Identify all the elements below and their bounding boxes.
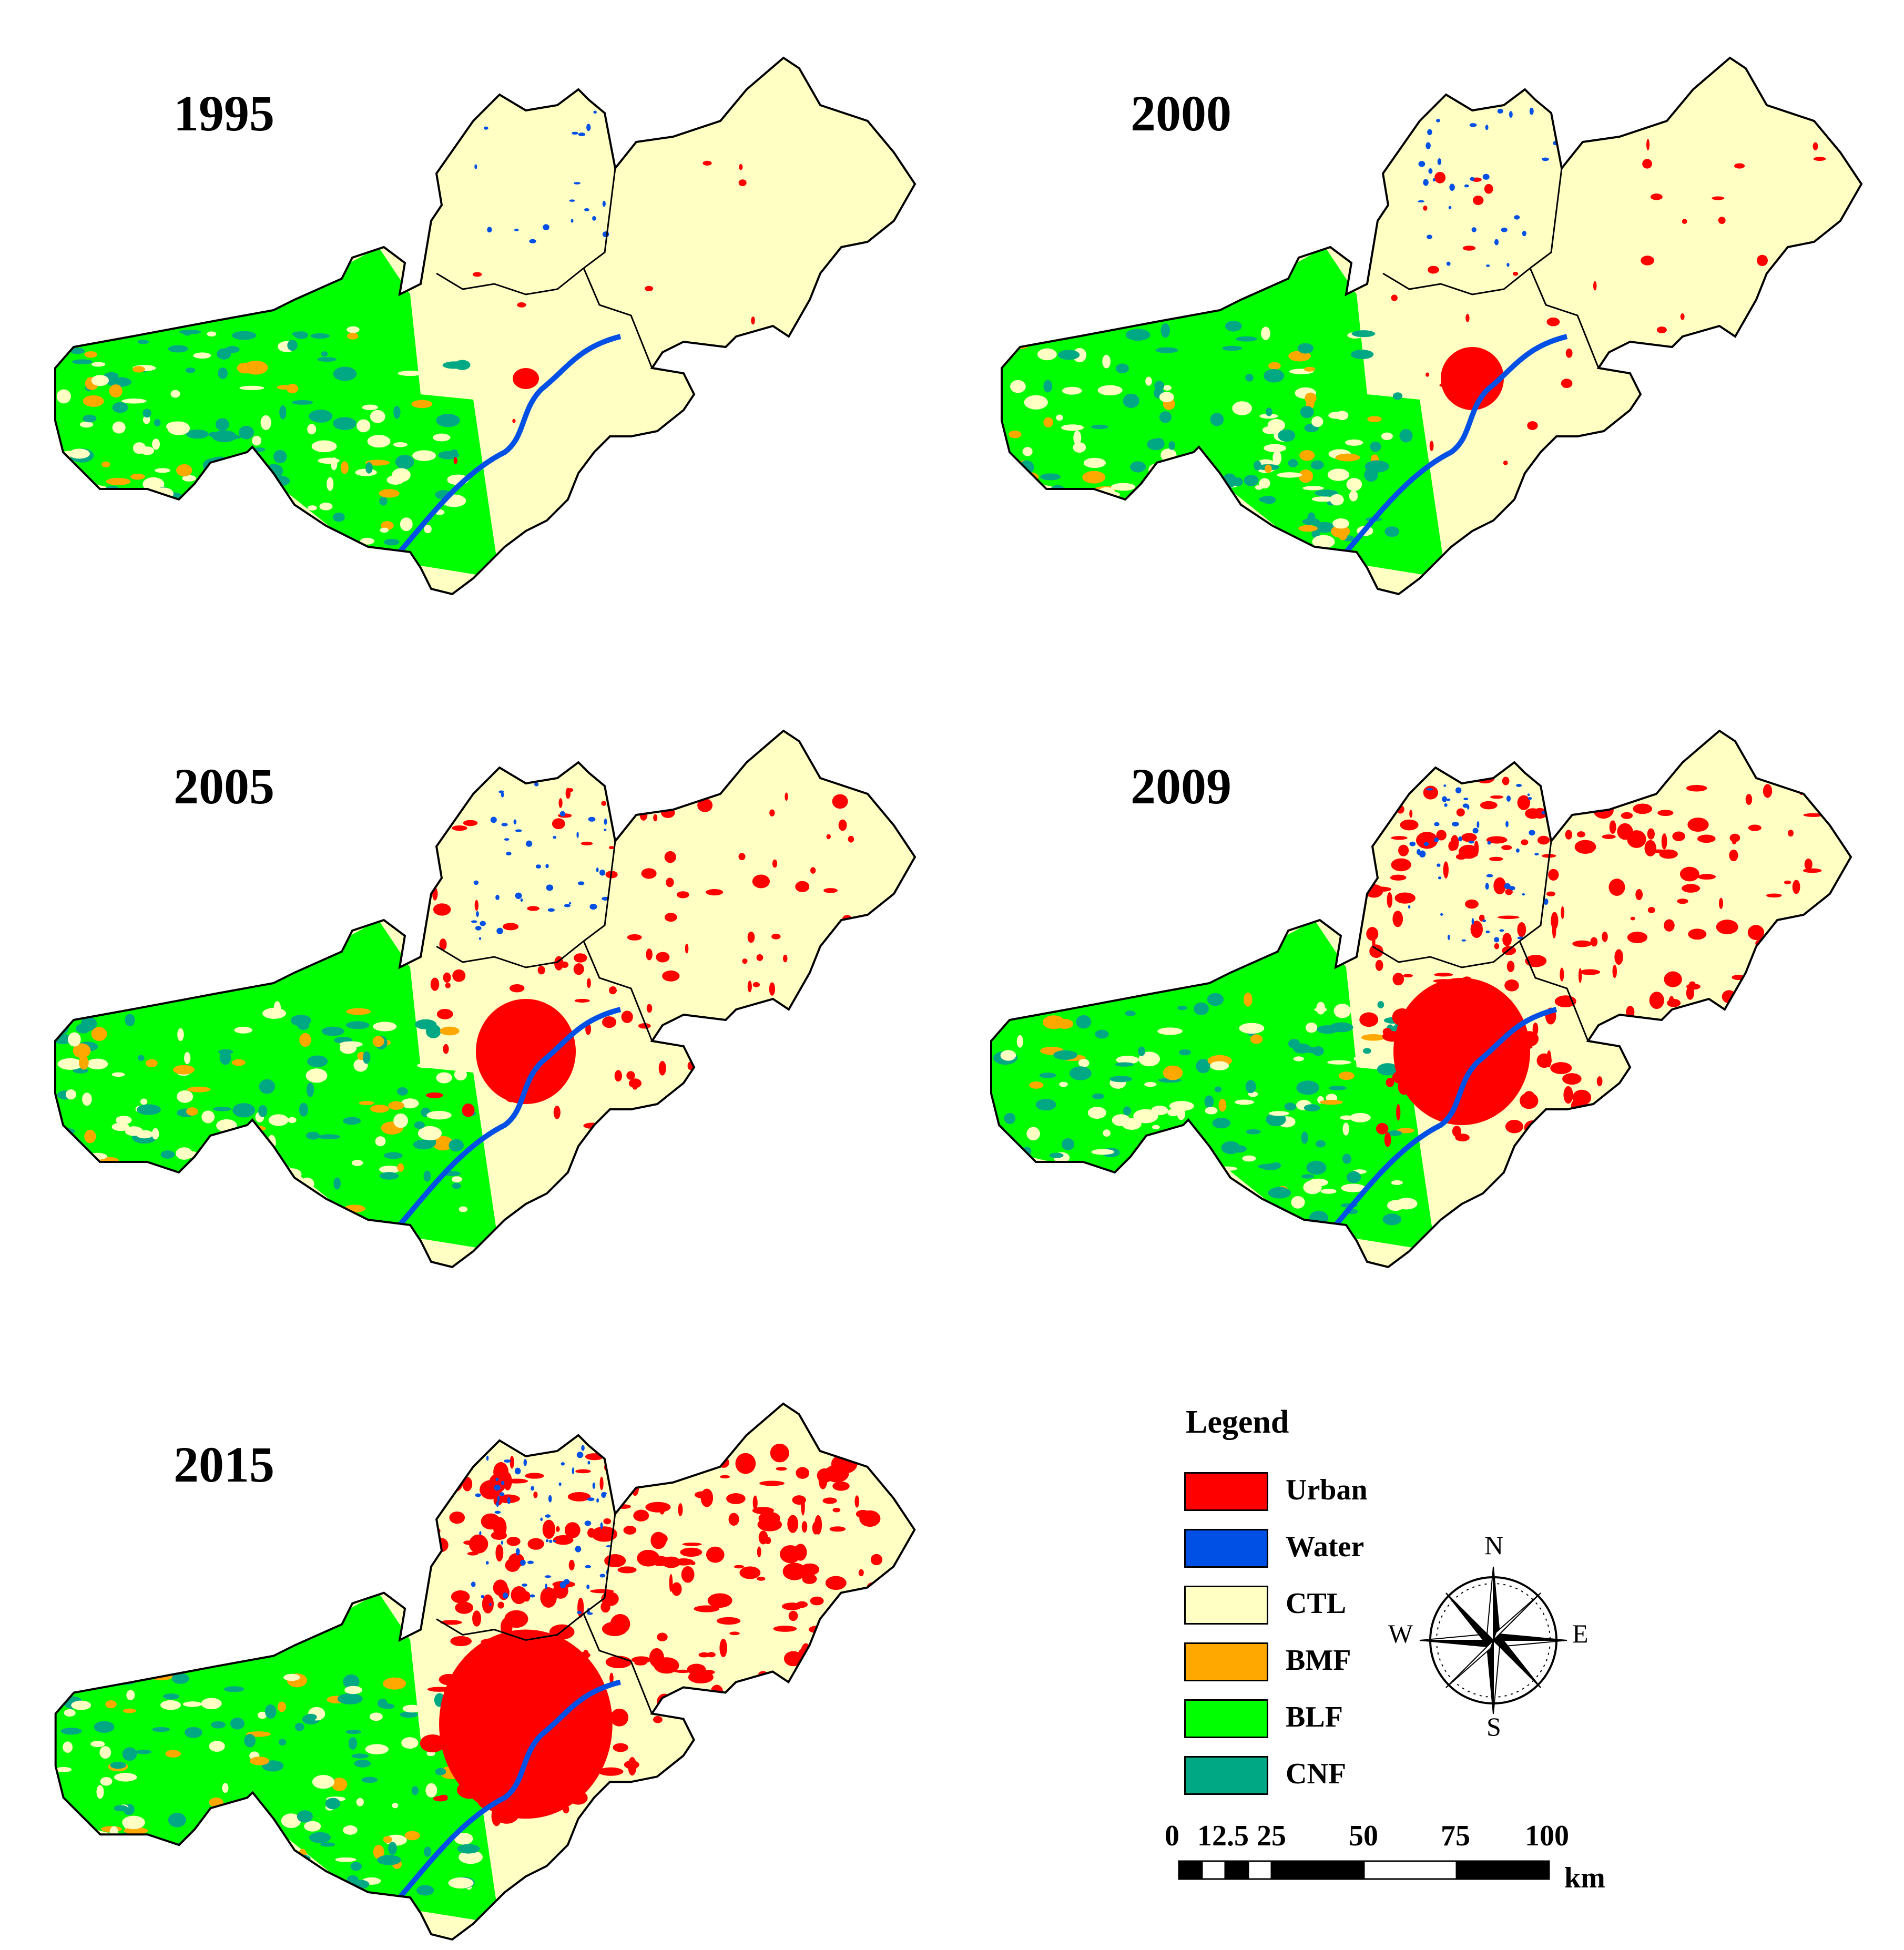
scale-unit: km	[1564, 1862, 1605, 1894]
legend-label: BMF	[1286, 1644, 1351, 1677]
compass-east-label: E	[1572, 1619, 1589, 1648]
scale-tick-label: 50	[1349, 1820, 1378, 1852]
land-use-map	[1001, 56, 1863, 596]
scale-bar: 0 12.5 25 50 75 100	[1165, 1819, 1638, 1882]
year-label: 2000	[1131, 85, 1231, 141]
map-panel-2009: 2009	[946, 673, 1904, 1278]
scale-tick-label: 75	[1441, 1820, 1470, 1852]
legend: Legend Urban Water CTL BMF BLF CNF	[1178, 1404, 1756, 1877]
land-use-map	[990, 729, 1852, 1269]
map-panel-2005: 2005	[0, 673, 946, 1278]
legend-label: CNF	[1286, 1758, 1347, 1790]
year-label: 2009	[1131, 758, 1231, 814]
legend-swatch	[1184, 1586, 1268, 1625]
legend-swatch	[1184, 1756, 1268, 1795]
legend-title: Legend	[1186, 1404, 1289, 1440]
legend-swatch	[1184, 1699, 1268, 1738]
scale-tick-label: 100	[1525, 1820, 1569, 1852]
map-panel-1995: 1995	[0, 0, 946, 605]
legend-item-ctl: CTL	[1178, 1586, 1493, 1628]
north-arrow: N S E W	[1388, 1530, 1598, 1745]
year-label: 1995	[174, 85, 274, 141]
map-panel-2015: 2015	[0, 1346, 946, 1950]
map-panel-2000: 2000	[946, 0, 1904, 605]
legend-item-urban: Urban	[1178, 1472, 1493, 1514]
compass-south-label: S	[1486, 1712, 1501, 1741]
scale-tick-label: 25	[1257, 1820, 1286, 1852]
legend-label: CTL	[1286, 1587, 1347, 1620]
legend-item-cnf: CNF	[1178, 1756, 1493, 1798]
compass-west-label: W	[1388, 1619, 1413, 1648]
legend-item-water: Water	[1178, 1529, 1493, 1571]
scale-tick-label: 0	[1165, 1820, 1179, 1852]
scale-tick-label: 12.5	[1197, 1820, 1249, 1852]
land-use-map	[54, 56, 917, 596]
legend-item-bmf: BMF	[1178, 1642, 1493, 1684]
land-use-map	[54, 1402, 916, 1941]
compass-rose-icon	[1419, 1566, 1567, 1714]
legend-swatch	[1184, 1642, 1268, 1681]
legend-label: Water	[1286, 1530, 1365, 1563]
land-use-map	[54, 729, 917, 1269]
year-label: 2005	[174, 758, 274, 814]
legend-item-blf: BLF	[1178, 1699, 1493, 1741]
legend-label: BLF	[1286, 1701, 1343, 1733]
year-label: 2015	[174, 1436, 274, 1493]
compass-north-label: N	[1484, 1530, 1504, 1560]
legend-swatch	[1184, 1472, 1268, 1511]
scale-bar-graphic	[1178, 1860, 1550, 1880]
legend-label: Urban	[1286, 1474, 1368, 1506]
legend-swatch	[1184, 1529, 1268, 1568]
